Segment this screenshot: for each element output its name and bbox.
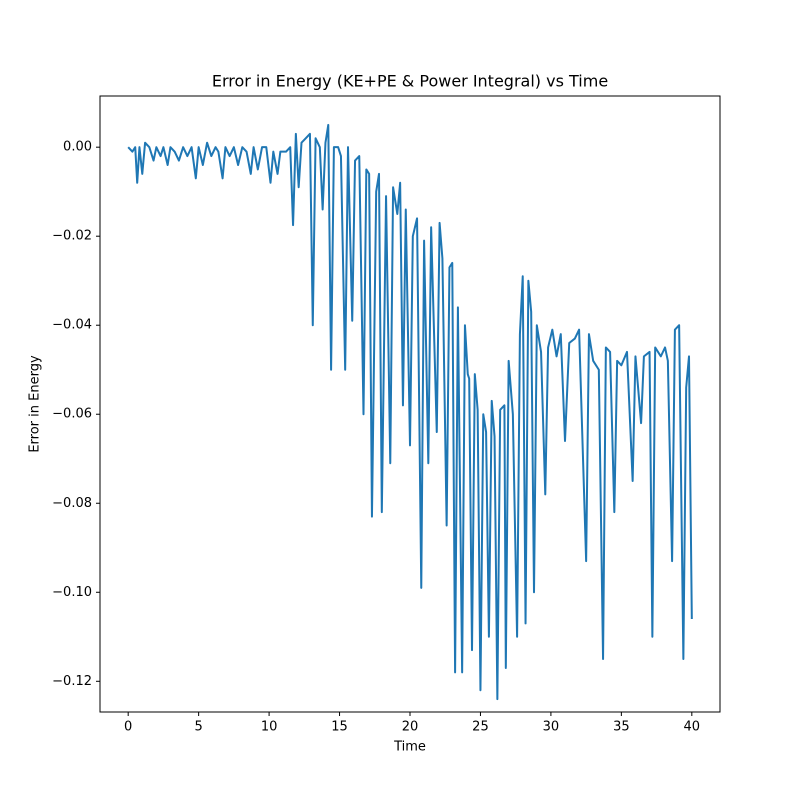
chart-title: Error in Energy (KE+PE & Power Integral)… — [212, 72, 608, 91]
x-tick-label: 20 — [402, 720, 419, 735]
x-tick-label: 40 — [684, 720, 701, 735]
y-tick-label: −0.06 — [52, 407, 92, 422]
x-tick-label: 30 — [543, 720, 560, 735]
y-axis-label: Error in Energy — [28, 355, 43, 453]
y-tick-label: 0.00 — [63, 140, 92, 155]
y-tick-label: −0.08 — [52, 496, 92, 511]
x-tick-label: 5 — [194, 720, 202, 735]
x-tick-label: 0 — [124, 720, 132, 735]
x-tick-label: 35 — [613, 720, 630, 735]
x-tick-label: 15 — [331, 720, 348, 735]
x-tick-label: 10 — [261, 720, 278, 735]
y-tick-label: −0.10 — [52, 585, 92, 600]
y-tick-label: −0.02 — [52, 229, 92, 244]
y-tick-label: −0.04 — [52, 318, 92, 333]
y-tick-label: −0.12 — [52, 674, 92, 689]
x-axis-label: Time — [393, 740, 426, 755]
x-tick-label: 25 — [472, 720, 489, 735]
data-line — [127, 123, 693, 701]
